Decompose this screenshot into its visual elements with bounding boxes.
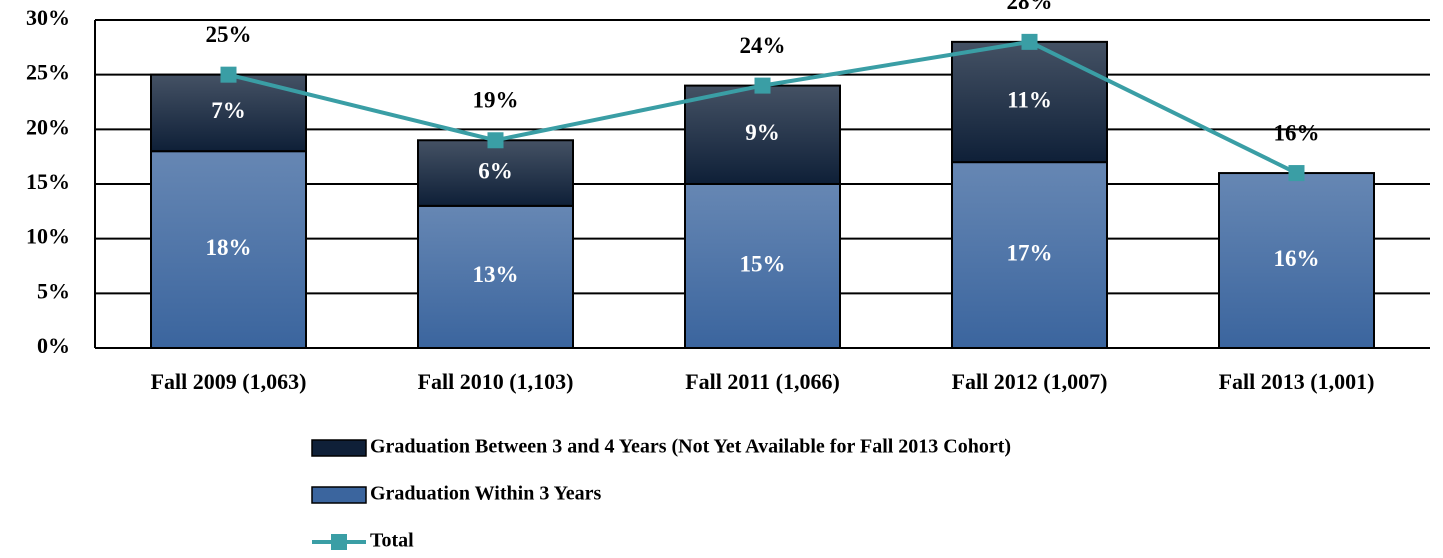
x-tick-label: Fall 2010 (1,103) — [418, 369, 574, 394]
bar-shine — [419, 206, 572, 347]
legend-label: Graduation Between 3 and 4 Years (Not Ye… — [370, 436, 1011, 458]
data-label: 7% — [211, 98, 246, 123]
data-label: 6% — [478, 158, 513, 183]
bar-shine — [686, 185, 839, 347]
y-tick-label: 5% — [37, 278, 70, 303]
bar-shine — [953, 163, 1106, 347]
line-marker — [1288, 165, 1305, 182]
legend-swatch — [311, 439, 367, 457]
data-label: 25% — [206, 22, 252, 47]
y-tick-label: 30% — [26, 5, 70, 30]
legend-label: Graduation Within 3 Years — [370, 483, 602, 505]
data-label: 19% — [473, 88, 519, 113]
line-marker — [754, 77, 771, 94]
data-label: 11% — [1007, 87, 1052, 112]
x-tick-label: Fall 2013 (1,001) — [1219, 369, 1375, 394]
legend-label: Total — [370, 530, 414, 552]
data-label: 16% — [1274, 120, 1320, 145]
bar-shine — [152, 152, 305, 347]
bar-shine — [419, 141, 572, 205]
line-marker — [487, 132, 504, 149]
y-tick-label: 15% — [26, 169, 70, 194]
y-tick-label: 10% — [26, 224, 70, 249]
bar-shine — [686, 86, 839, 183]
x-tick-label: Fall 2011 (1,066) — [685, 369, 840, 394]
legend-swatch — [331, 534, 347, 550]
x-tick-label: Fall 2012 (1,007) — [952, 369, 1108, 394]
data-label: 15% — [740, 251, 786, 276]
line-marker — [220, 66, 237, 83]
data-label: 28% — [1007, 0, 1053, 14]
bar-shine — [1220, 174, 1373, 347]
y-tick-label: 20% — [26, 114, 70, 139]
legend-swatch — [311, 486, 367, 504]
x-tick-label: Fall 2009 (1,063) — [151, 369, 307, 394]
data-label: 17% — [1007, 240, 1053, 265]
y-tick-label: 0% — [37, 333, 70, 358]
data-label: 18% — [206, 235, 252, 260]
data-label: 16% — [1274, 246, 1320, 271]
data-label: 13% — [473, 262, 519, 287]
bar-shine — [953, 42, 1106, 162]
line-marker — [1021, 33, 1038, 50]
data-label: 9% — [745, 120, 780, 145]
y-tick-label: 25% — [26, 60, 70, 85]
data-label: 24% — [740, 33, 786, 58]
